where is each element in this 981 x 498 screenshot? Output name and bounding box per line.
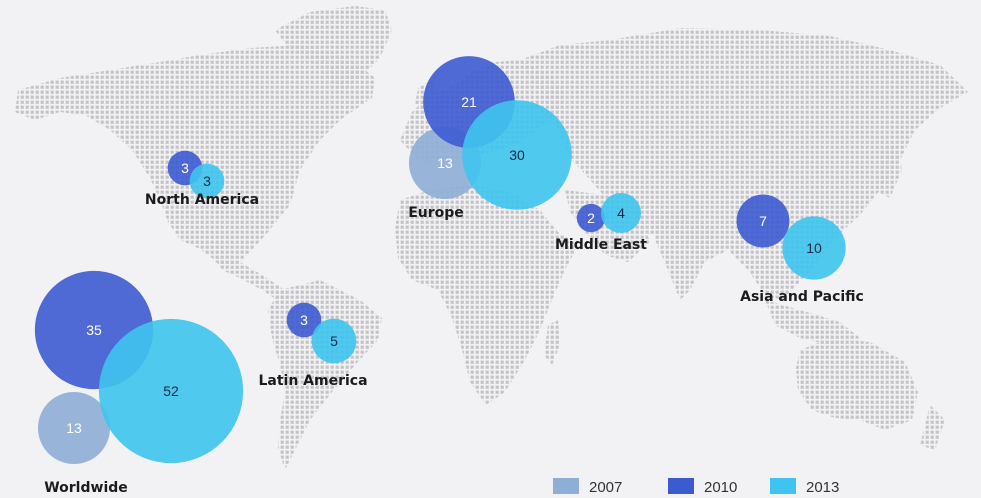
bubble-value-europe-2013: 30 bbox=[509, 147, 525, 163]
bubble-north-america-2013 bbox=[189, 163, 225, 199]
legend-label-2007: 2007 bbox=[589, 479, 622, 496]
bubble-value-north-america-2010: 3 bbox=[181, 160, 189, 176]
legend: 2007 2010 2013 bbox=[553, 478, 839, 496]
legend-label-2013: 2013 bbox=[806, 479, 839, 496]
continent-greenland bbox=[275, 6, 392, 90]
bubble-value-worldwide-2007: 13 bbox=[66, 420, 82, 436]
legend-swatch-2010 bbox=[668, 478, 694, 494]
bubble-latin-america-2013 bbox=[311, 318, 357, 364]
bubble-europe-2013 bbox=[462, 100, 572, 210]
bubble-middle-east-2013 bbox=[601, 193, 641, 233]
bubble-value-worldwide-2013: 52 bbox=[163, 383, 179, 399]
bubble-value-middle-east-2010: 2 bbox=[587, 210, 595, 226]
region-label-layer: North America Europe Middle East Asia and P… bbox=[44, 192, 864, 496]
region-label-latin-america: Latin America bbox=[258, 373, 367, 389]
bubble-asia-and-pacific-2010 bbox=[736, 194, 790, 248]
bubble-middle-east-2010 bbox=[576, 203, 606, 233]
island-japan bbox=[878, 142, 902, 198]
bubble-worldwide-2013 bbox=[98, 318, 244, 464]
bubble-latin-america-2010 bbox=[286, 302, 322, 338]
region-label-middle-east: Middle East bbox=[555, 237, 647, 253]
region-label-europe: Europe bbox=[408, 205, 464, 221]
legend-label-2010: 2010 bbox=[704, 479, 737, 496]
continent-central-america bbox=[215, 258, 292, 302]
continent-africa bbox=[395, 185, 578, 405]
island-madagascar bbox=[544, 320, 560, 365]
bubble-value-north-america-2013: 3 bbox=[203, 173, 211, 189]
bubble-value-middle-east-2013: 4 bbox=[617, 205, 625, 221]
bubble-asia-and-pacific-2013 bbox=[782, 216, 846, 280]
bubble-value-latin-america-2010: 3 bbox=[300, 312, 308, 328]
legend-swatch-2013 bbox=[770, 478, 796, 494]
legend-swatch-2007 bbox=[553, 478, 579, 494]
bubble-value-europe-2007: 13 bbox=[437, 155, 453, 171]
continent-australia bbox=[796, 338, 918, 430]
region-label-worldwide: Worldwide bbox=[44, 480, 128, 496]
continent-asia bbox=[520, 28, 968, 300]
bubble-value-asia-and-pacific-2013: 10 bbox=[806, 240, 822, 256]
region-label-asia-and-pacific: Asia and Pacific bbox=[740, 289, 864, 305]
region-india bbox=[650, 210, 715, 300]
bubble-value-worldwide-2010: 35 bbox=[86, 322, 102, 338]
bubble-value-europe-2010: 21 bbox=[461, 94, 477, 110]
bubble-value-latin-america-2013: 5 bbox=[330, 333, 338, 349]
bubble-worldwide-2007 bbox=[37, 391, 111, 465]
island-new-zealand bbox=[920, 405, 945, 450]
region-label-north-america: North America bbox=[145, 192, 259, 208]
bubble-value-asia-and-pacific-2010: 7 bbox=[759, 213, 767, 229]
region-southeast-asia bbox=[765, 300, 860, 345]
